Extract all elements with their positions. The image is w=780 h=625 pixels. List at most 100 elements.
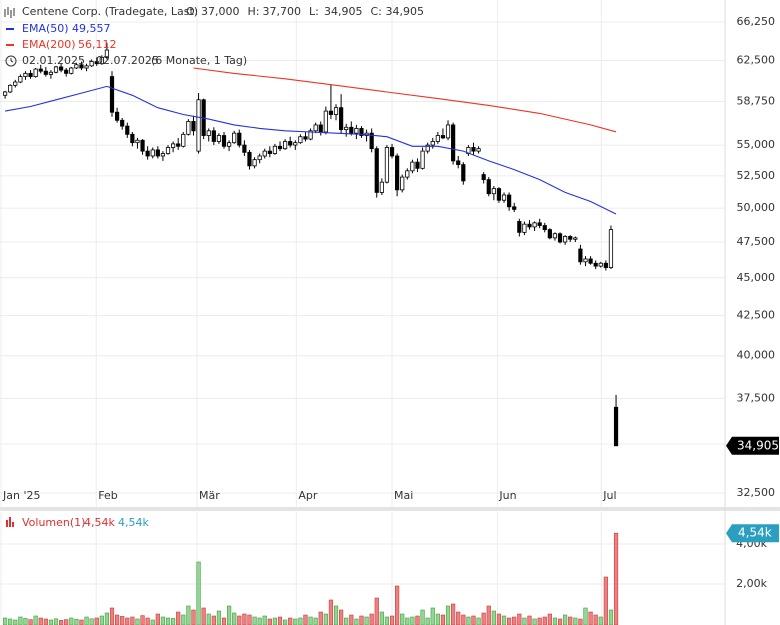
volume-bar: [557, 618, 563, 625]
candle-body: [303, 136, 308, 140]
candle-body: [84, 65, 89, 69]
grid: [0, 0, 725, 625]
volume-bar: [109, 607, 115, 625]
volume-bar: [160, 616, 166, 625]
legend-label: EMA(50): [22, 22, 69, 35]
volume-bar: [140, 615, 145, 625]
candle-body: [125, 125, 130, 135]
candle-body: [53, 66, 59, 73]
candle-body: [481, 174, 486, 181]
volume-bar: [257, 617, 262, 625]
candle-body: [486, 179, 491, 195]
x-tick-label: Apr: [298, 489, 318, 502]
legend-label: EMA(200): [22, 38, 76, 51]
ohlc-label: H:: [248, 5, 260, 18]
volume-bar: [379, 611, 384, 625]
candle-body: [18, 76, 23, 83]
candle-body: [496, 188, 502, 201]
candle-body: [293, 142, 298, 146]
candle-body: [578, 248, 583, 263]
candle-body: [227, 142, 232, 147]
candle-body: [8, 84, 13, 93]
volume-bar: [318, 611, 323, 625]
candle-body: [186, 121, 191, 135]
candle-body: [13, 81, 18, 86]
candle-body: [552, 233, 558, 239]
candle-body: [415, 161, 420, 169]
candle-body: [359, 128, 364, 136]
volume-bar: [8, 618, 13, 625]
volume-bar: [364, 616, 369, 625]
volume-bar: [114, 614, 120, 625]
volume-bar: [425, 617, 430, 625]
candle-body: [435, 135, 440, 142]
candle-body: [38, 68, 43, 72]
volume-bar: [186, 605, 191, 625]
volume-bar: [420, 609, 425, 625]
volume-bar: [227, 605, 232, 625]
x-tick-label: Jan '25: [2, 489, 40, 502]
candle-body: [603, 262, 608, 268]
volume-bar: [43, 618, 48, 625]
legend-value: 56,112: [78, 38, 117, 51]
x-tick-label: Mai: [394, 489, 413, 502]
volume-bar: [568, 616, 573, 625]
candle-body: [512, 206, 517, 210]
volume-bar: [283, 619, 288, 625]
candle-body: [160, 153, 166, 157]
volume-bar: [232, 612, 237, 625]
volume-bar: [522, 617, 527, 625]
ohlc-label: L:: [309, 5, 319, 18]
candle-body: [354, 128, 359, 134]
candle-body: [74, 64, 79, 69]
candle-body: [114, 111, 120, 121]
volume-bar: [563, 614, 568, 625]
ohlc: O: 37,000 H: 37,700 L: 34,905 C: 34,905: [186, 5, 424, 18]
candle-body: [267, 150, 272, 154]
candle-body: [537, 222, 542, 226]
volume-bar: [333, 605, 339, 625]
candle-body: [277, 145, 283, 150]
volume-bar: [13, 619, 18, 625]
y-tick-label: 50,000: [737, 201, 776, 214]
candle-body: [568, 236, 573, 240]
volume-bar: [527, 615, 532, 625]
y-tick-label: 45,000: [737, 271, 776, 284]
candle-body: [349, 126, 354, 134]
volume-bar: [303, 614, 308, 625]
candle-body: [583, 258, 588, 263]
candle-body: [64, 69, 69, 74]
candle-body: [181, 133, 186, 147]
volume-bar: [496, 613, 502, 625]
candle-body: [165, 147, 171, 154]
volume-bar: [578, 618, 583, 625]
volume-bar: [374, 597, 379, 625]
volume-bar: [150, 619, 155, 625]
candle-body: [333, 107, 339, 115]
candle-body: [501, 194, 507, 201]
volume-bar: [537, 617, 542, 625]
volume-bar: [451, 603, 456, 625]
ohlc-value: 34,905: [324, 5, 363, 18]
candle-body: [598, 262, 603, 267]
ohlc-value: 37,000: [201, 5, 240, 18]
volume-bar: [466, 616, 471, 625]
y-tick-label: 42,500: [737, 309, 776, 322]
candle-body: [94, 61, 99, 65]
volume-bar: [476, 617, 481, 625]
legend-swatch: [6, 28, 14, 30]
volume-bar: [517, 613, 522, 625]
y-tick-label: 40,000: [737, 349, 776, 362]
volume-bar: [328, 599, 334, 625]
volume-bar: [206, 613, 211, 625]
candle-body: [542, 225, 547, 231]
candle-body: [23, 72, 28, 77]
volume-badge-label: 4,54k: [738, 526, 772, 540]
volume-bar: [542, 616, 547, 625]
candle-body: [145, 150, 150, 157]
ema-line: [193, 67, 617, 133]
volume-bar: [501, 615, 507, 625]
volume-bar: [339, 609, 344, 625]
candle-body: [298, 136, 303, 144]
candle-body: [283, 141, 288, 150]
